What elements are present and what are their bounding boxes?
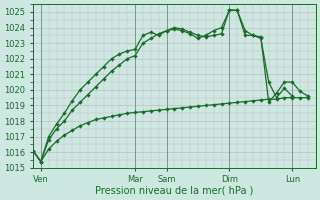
X-axis label: Pression niveau de la mer( hPa ): Pression niveau de la mer( hPa ) xyxy=(95,186,253,196)
